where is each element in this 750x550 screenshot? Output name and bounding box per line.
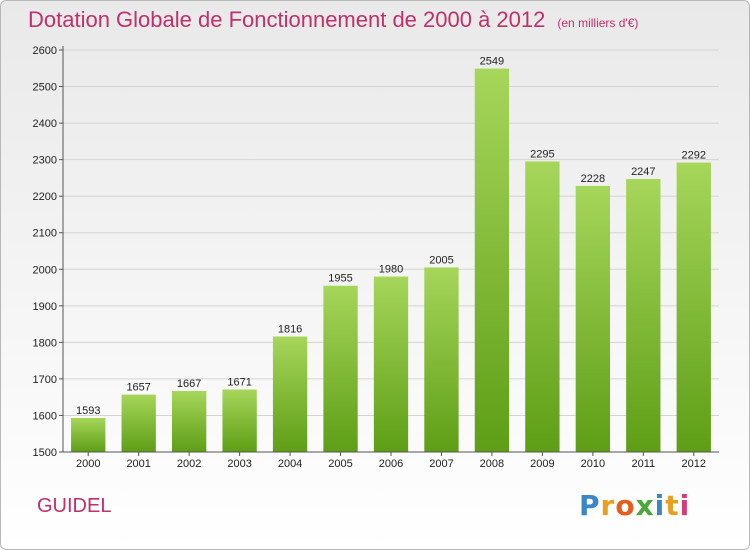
bar-value-label: 2292 (682, 150, 706, 162)
bar-value-label: 1667 (177, 378, 201, 390)
proxiti-logo: Proxiti (579, 489, 690, 522)
bar-value-label: 1980 (379, 264, 403, 276)
y-tick-label: 2100 (33, 228, 57, 240)
bar (626, 179, 661, 453)
bar-value-label: 2247 (631, 166, 655, 178)
y-tick-label: 2200 (33, 191, 57, 203)
logo-letter: P (579, 489, 601, 522)
bar (272, 336, 308, 452)
chart-title: Dotation Globale de Fonctionnement de 20… (28, 7, 638, 33)
bar (222, 389, 257, 452)
bar-value-label: 1657 (126, 382, 150, 394)
x-tick-label: 2001 (126, 458, 150, 470)
y-tick-label: 2300 (33, 155, 57, 167)
bar (525, 161, 560, 453)
logo-letter: r (600, 489, 616, 522)
x-tick-label: 2010 (581, 458, 605, 470)
bar (323, 285, 358, 452)
y-tick-label: 1500 (33, 447, 57, 459)
bar-value-label: 1671 (227, 377, 251, 389)
x-tick-label: 2002 (177, 458, 201, 470)
bar (171, 390, 207, 452)
x-tick-label: 2004 (278, 458, 302, 470)
bar (575, 185, 611, 452)
commune-name: GUIDEL (37, 495, 112, 517)
y-tick-label: 1900 (33, 301, 57, 313)
y-tick-label: 2000 (33, 264, 57, 276)
bar (424, 267, 459, 452)
y-tick-label: 1600 (33, 410, 57, 422)
x-tick-label: 2011 (631, 458, 655, 470)
bar-value-label: 1955 (328, 273, 352, 285)
logo-letter: o (615, 489, 636, 522)
x-tick-label: 2007 (429, 458, 453, 470)
x-tick-label: 2000 (76, 458, 100, 470)
bar-value-label: 2549 (480, 56, 504, 68)
bar-value-label: 1593 (76, 405, 100, 417)
x-tick-label: 2009 (530, 458, 554, 470)
y-tick-label: 2500 (33, 82, 57, 94)
y-tick-label: 1800 (33, 337, 57, 349)
y-tick-label: 2400 (33, 118, 57, 130)
logo-letter: t (665, 489, 680, 522)
bar-value-label: 2228 (581, 173, 605, 185)
logo-letter: x (635, 489, 655, 522)
y-tick-label: 2600 (33, 45, 57, 57)
bar (121, 394, 156, 452)
bar-value-label: 1816 (278, 324, 302, 336)
logo-letter: i (679, 489, 691, 522)
x-tick-label: 2006 (379, 458, 403, 470)
bar (474, 68, 510, 452)
axis-layer: 1500 1600 1700 1800 1900 2000 2100 2200 2300 2400… (33, 45, 719, 470)
bar-value-label: 2295 (530, 148, 554, 160)
x-tick-label: 2008 (480, 458, 504, 470)
bar (676, 162, 711, 452)
bar (71, 418, 106, 452)
x-tick-label: 2012 (682, 458, 706, 470)
logo-letter: i (654, 489, 666, 522)
bar-value-label: 2005 (429, 254, 453, 266)
bar (373, 276, 409, 452)
y-tick-label: 1700 (33, 374, 57, 386)
bar-layer: 1593 1657 1667 1671 1816 1955 1980 2005 2549 2295… (71, 56, 711, 453)
x-tick-label: 2005 (328, 458, 352, 470)
x-tick-label: 2003 (227, 458, 251, 470)
chart-subtitle: (en milliers d'€) (557, 16, 639, 30)
chart-title-main: Dotation Globale de Fonctionnement de 20… (28, 7, 546, 32)
